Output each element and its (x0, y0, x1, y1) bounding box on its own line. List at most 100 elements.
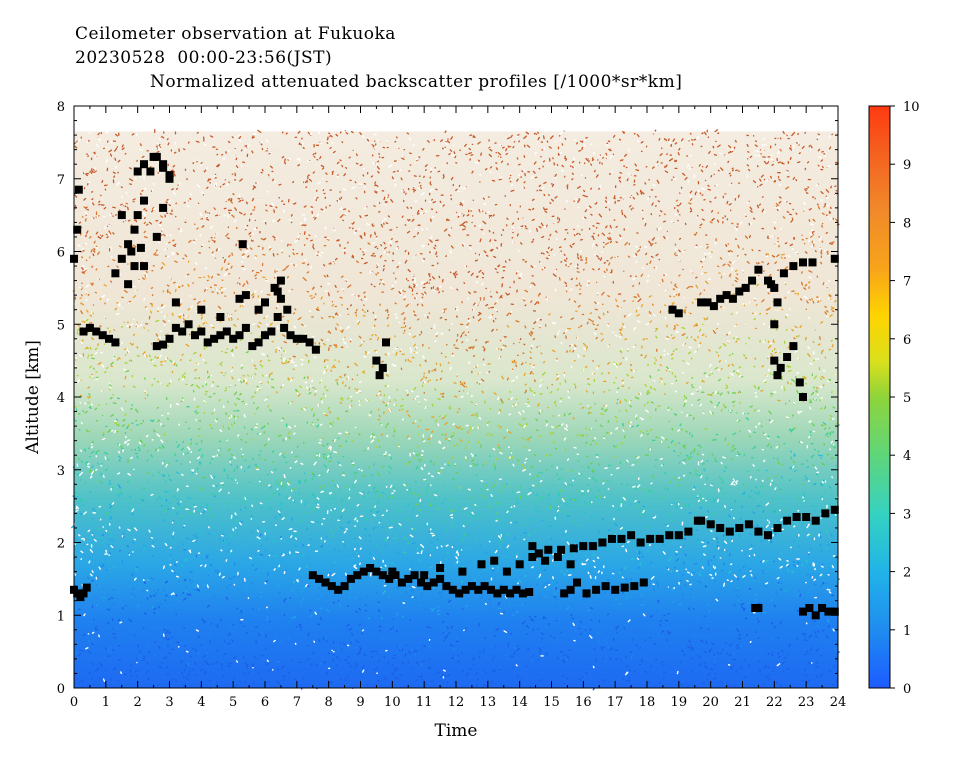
x-tick-label: 3 (165, 695, 173, 710)
cloud-base-marker (636, 538, 645, 547)
x-tick-label: 10 (384, 695, 401, 710)
x-tick-label: 18 (639, 695, 656, 710)
x-tick-label: 17 (607, 695, 624, 710)
cloud-base-marker (353, 571, 362, 580)
cloud-base-marker (830, 607, 839, 616)
cloud-base-marker (448, 585, 457, 594)
cloud-base-marker (92, 327, 101, 336)
cloud-base-marker (191, 331, 199, 340)
cloud-base-marker (241, 323, 250, 332)
x-tick-label: 19 (671, 695, 688, 710)
cloud-base-marker (111, 269, 120, 278)
cloud-base-marker (773, 524, 782, 532)
cloud-base-marker (754, 527, 763, 536)
cloud-base-marker (674, 531, 683, 540)
cloud-base-marker (502, 567, 511, 576)
cloud-base-marker (98, 331, 107, 340)
colorbar-tick-label: 2 (903, 566, 911, 581)
cloud-base-marker (254, 305, 263, 314)
cloud-base-marker (133, 167, 142, 176)
cloud-base-marker (592, 585, 601, 594)
colorbar-tick-label: 5 (903, 391, 911, 406)
cloud-base-marker (334, 585, 343, 594)
cloud-base-marker (789, 262, 798, 271)
cloud-base-marker (541, 556, 550, 565)
cloud-base-marker (499, 585, 508, 594)
cloud-base-marker (630, 582, 639, 591)
y-tick-label: 8 (57, 100, 65, 115)
cloud-base-marker (579, 542, 588, 551)
cloud-base-marker (146, 167, 155, 176)
cloud-base-marker (824, 607, 833, 616)
x-tick-label: 22 (766, 695, 783, 710)
cloud-base-marker (773, 298, 782, 307)
cloud-base-marker (276, 294, 285, 303)
cloud-base-marker (267, 327, 276, 336)
cloud-base-marker (85, 323, 94, 332)
cloud-base-marker (235, 331, 244, 340)
x-tick-label: 5 (229, 695, 237, 710)
cloud-base-marker (773, 371, 782, 380)
x-tick-label: 6 (261, 695, 269, 710)
cloud-base-marker (321, 578, 330, 587)
cloud-base-marker (423, 582, 432, 591)
x-tick-label: 0 (70, 695, 78, 710)
cloud-base-marker (515, 560, 524, 569)
cloud-base-marker (582, 589, 591, 598)
cloud-base-marker (340, 582, 349, 591)
chart-title-line-2: 20230528 00:00-23:56(JST) (75, 48, 333, 68)
colorbar (868, 105, 891, 689)
x-tick-label: 16 (575, 695, 592, 710)
cloud-base-marker (487, 585, 495, 594)
cloud-base-marker (442, 582, 451, 591)
cloud-base-marker (776, 363, 785, 372)
x-tick-label: 7 (293, 695, 301, 710)
cloud-base-marker (725, 527, 734, 536)
cloud-base-marker (397, 578, 406, 587)
cloud-base-marker (799, 393, 807, 401)
x-tick-label: 14 (511, 695, 528, 710)
cloud-base-marker (525, 588, 534, 596)
cloud-base-marker (617, 534, 626, 543)
cloud-base-marker (385, 574, 394, 583)
cloud-base-marker (127, 247, 136, 256)
cloud-base-marker (557, 545, 566, 554)
cloud-base-marker (792, 513, 801, 521)
cloud-base-marker (308, 571, 317, 580)
cloud-base-marker (620, 583, 629, 592)
cloud-base-marker (159, 203, 168, 212)
cloud-base-marker (518, 589, 527, 598)
cloud-base-marker (299, 334, 308, 343)
cloud-base-marker (241, 291, 250, 300)
cloud-base-marker (133, 211, 142, 220)
cloud-base-marker (534, 549, 543, 558)
cloud-base-marker (639, 578, 648, 587)
cloud-base-marker (216, 331, 225, 340)
cloud-base-marker (280, 323, 289, 332)
cloud-base-marker (477, 560, 486, 569)
cloud-base-marker (382, 338, 390, 347)
cloud-base-marker (601, 582, 610, 591)
cloud-base-marker (741, 283, 750, 292)
cloud-base-marker (627, 531, 636, 540)
colorbar-tick-label: 10 (903, 100, 920, 115)
cloud-base-marker (229, 334, 238, 343)
cloud-base-marker (783, 353, 792, 361)
cloud-base-marker (709, 302, 718, 311)
cloud-base-marker (493, 589, 502, 598)
x-tick-label: 13 (480, 695, 497, 710)
cloud-base-marker (372, 356, 381, 365)
cloud-base-marker (830, 254, 839, 263)
cloud-base-marker (171, 298, 180, 307)
x-tick-label: 23 (798, 695, 815, 710)
cloud-base-marker (378, 363, 387, 372)
cloud-base-marker (684, 527, 693, 536)
cloud-base-marker (79, 327, 88, 336)
x-tick-label: 15 (543, 695, 560, 710)
cloud-base-marker (744, 520, 753, 529)
cloud-base-marker (646, 534, 655, 543)
cloud-base-marker (528, 553, 537, 561)
x-tick-label: 11 (416, 695, 433, 710)
y-tick-label: 5 (57, 318, 65, 333)
cloud-base-marker (799, 258, 807, 267)
